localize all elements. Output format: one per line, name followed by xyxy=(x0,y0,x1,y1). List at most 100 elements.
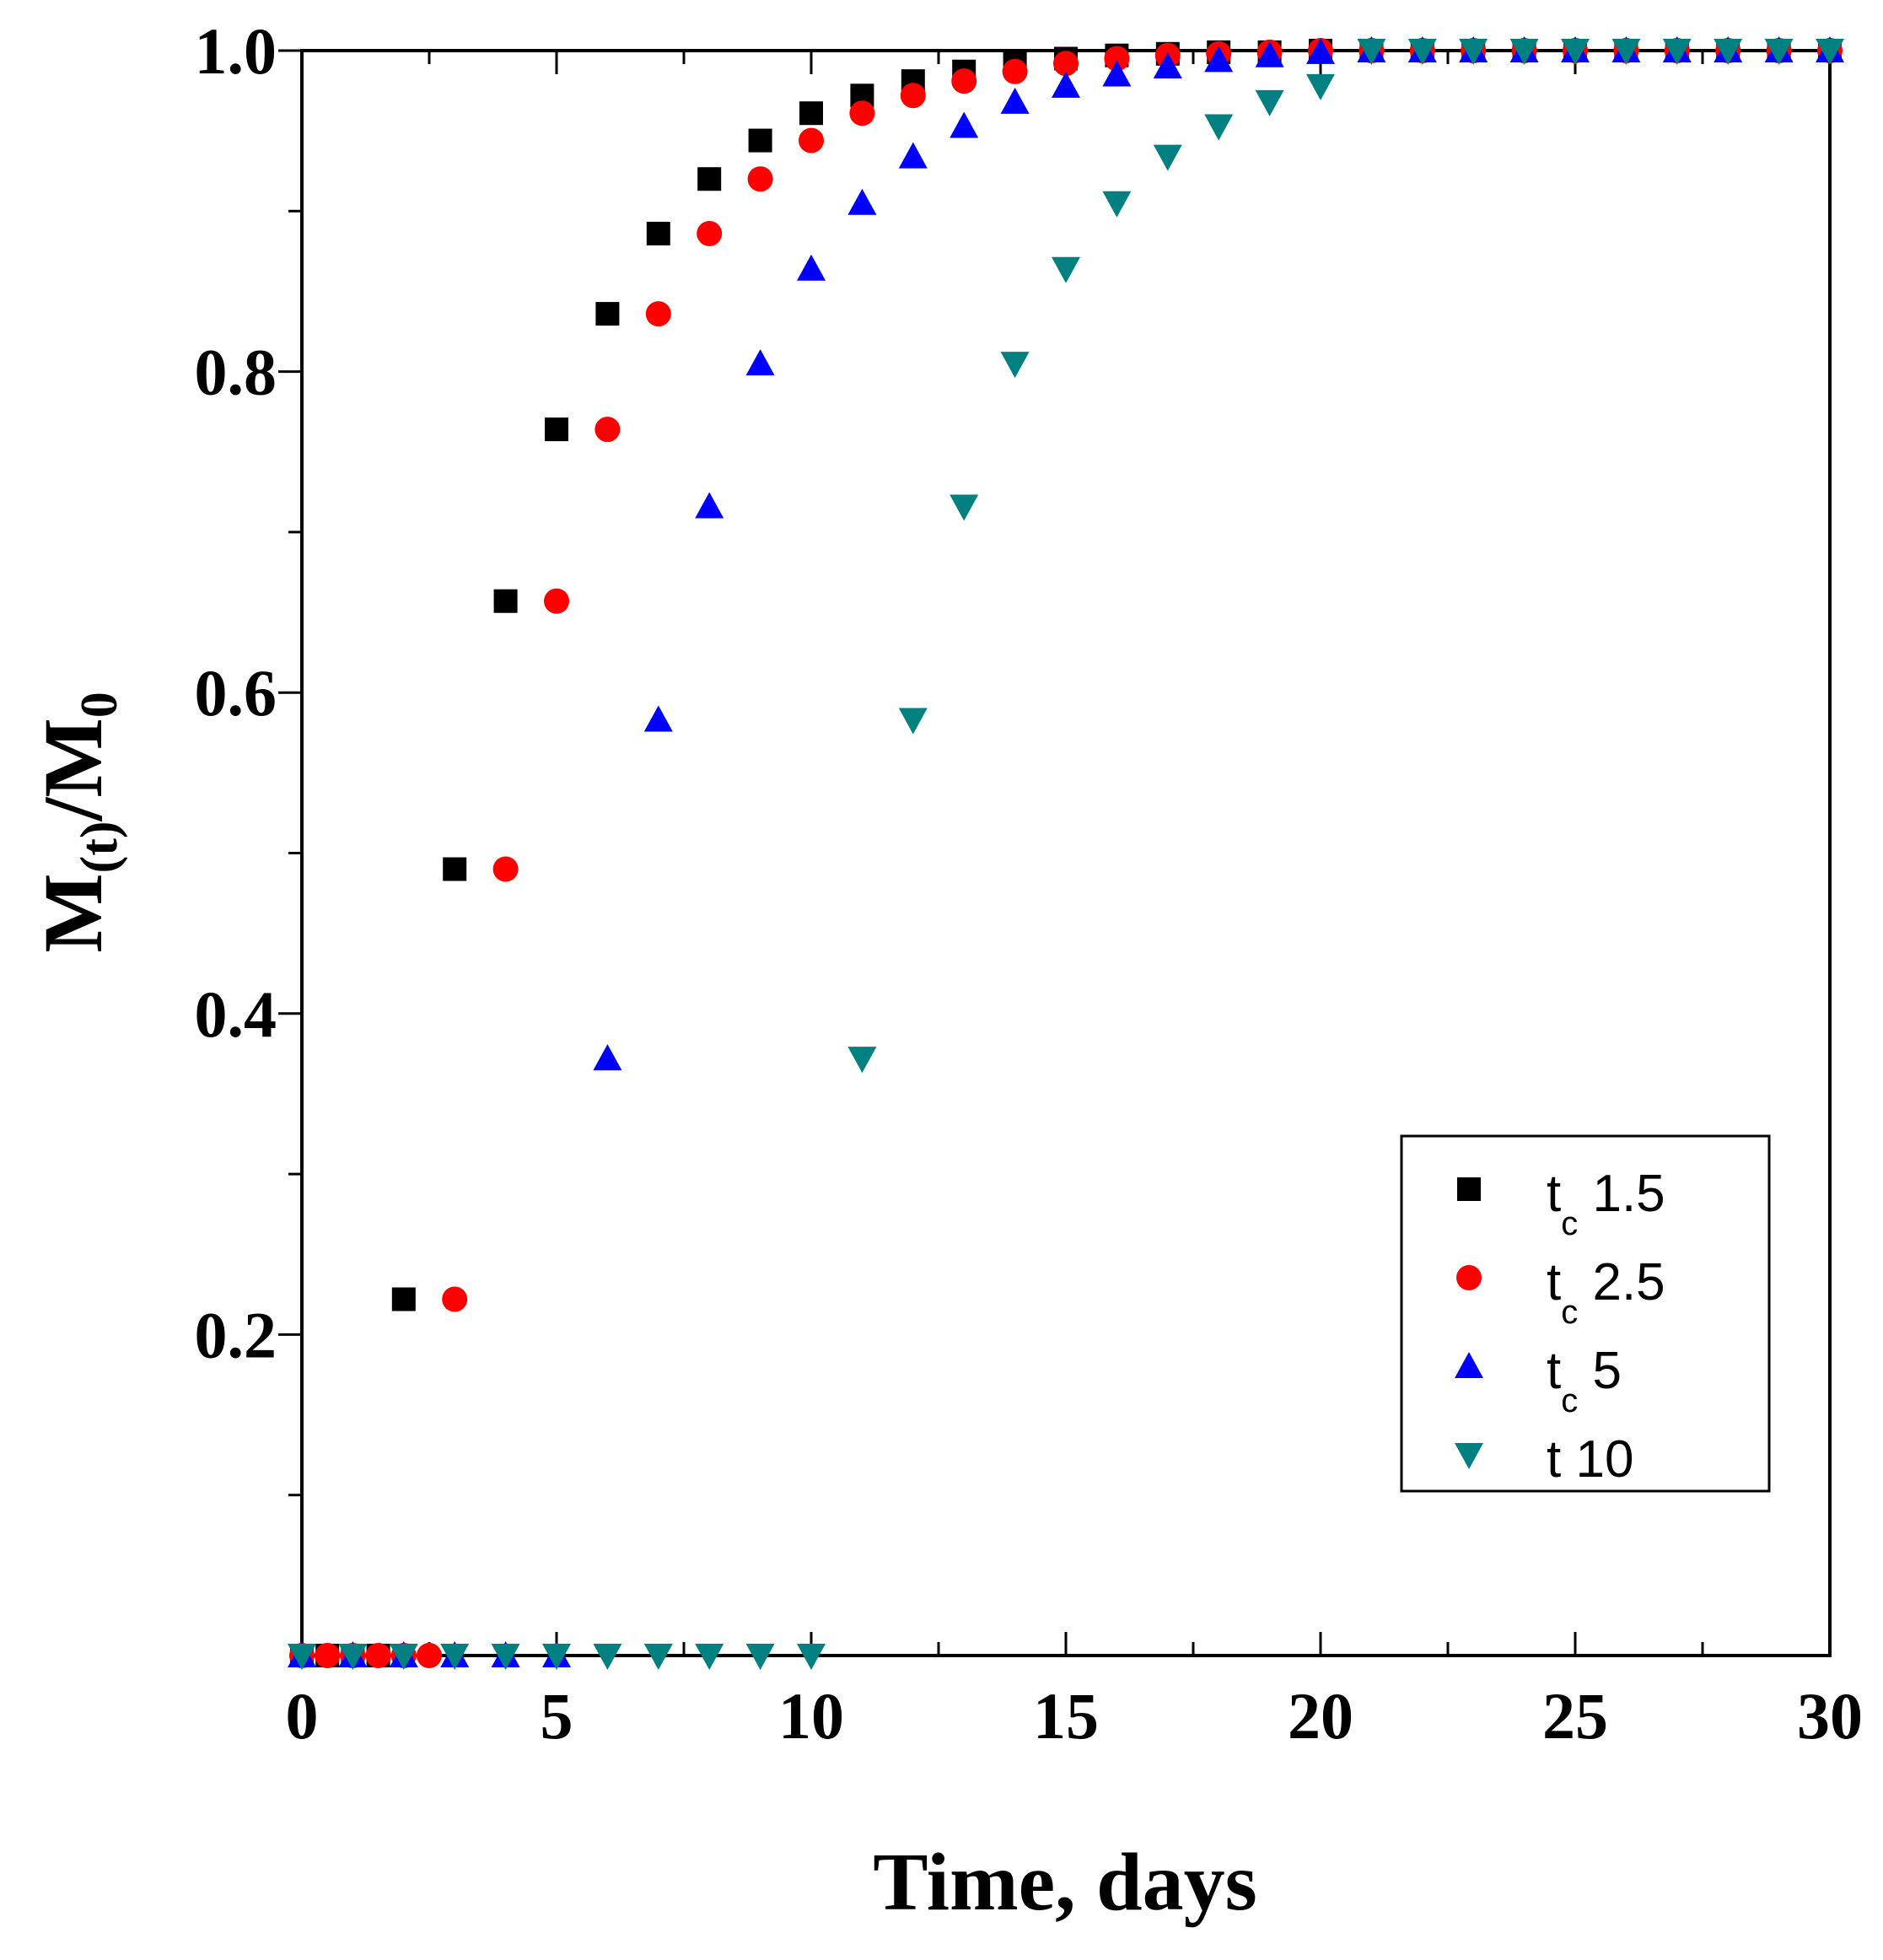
y-axis-title: M(t)/M0 xyxy=(26,692,128,953)
data-point xyxy=(950,494,979,521)
x-tick-label: 30 xyxy=(1797,1679,1863,1753)
x-tick-label: 5 xyxy=(541,1679,573,1753)
y-axis-title-sep: /M xyxy=(26,718,120,821)
data-point xyxy=(491,1644,520,1670)
data-point xyxy=(593,1044,622,1071)
y-tick-label: 0.2 xyxy=(195,1298,277,1371)
legend-entry: tc 1.5 xyxy=(1457,1165,1665,1242)
data-point xyxy=(1204,114,1234,141)
data-point xyxy=(1459,39,1488,65)
data-point xyxy=(645,301,671,327)
y-tick-label: 1.0 xyxy=(195,14,277,88)
x-tick-label: 15 xyxy=(1033,1679,1099,1753)
data-point xyxy=(1052,71,1080,98)
data-point xyxy=(493,589,518,613)
data-point xyxy=(315,1643,341,1668)
data-point xyxy=(389,1644,418,1670)
data-point xyxy=(697,220,723,246)
data-point xyxy=(1204,46,1234,73)
data-point xyxy=(1000,87,1030,114)
data-point xyxy=(417,1643,442,1668)
data-point xyxy=(544,588,569,614)
x-tick-label: 25 xyxy=(1542,1679,1608,1753)
legend-label: tc 1.5 xyxy=(1547,1165,1665,1242)
legend-marker xyxy=(1455,1443,1483,1469)
data-point xyxy=(365,1643,391,1668)
legend-label: tc 5 xyxy=(1547,1342,1622,1419)
y-tick-label: 0.6 xyxy=(195,656,277,730)
data-point xyxy=(898,708,928,735)
data-point xyxy=(1357,39,1386,65)
data-point xyxy=(594,417,621,443)
data-point xyxy=(1002,58,1028,84)
x-axis-title: Time, days xyxy=(873,1837,1257,1928)
data-point xyxy=(1102,60,1132,87)
data-point xyxy=(1306,37,1335,64)
data-point xyxy=(338,1644,368,1670)
legend-label: t 10 xyxy=(1547,1430,1633,1489)
data-point xyxy=(797,1644,826,1670)
data-point xyxy=(1407,39,1437,65)
data-point xyxy=(797,254,826,281)
data-point xyxy=(643,705,673,732)
data-point xyxy=(1153,52,1182,79)
legend-entry: tc 2.5 xyxy=(1456,1253,1665,1331)
legend-marker xyxy=(1456,1265,1482,1290)
x-tick-label: 10 xyxy=(778,1679,844,1753)
data-point xyxy=(1561,39,1590,65)
data-point xyxy=(1255,40,1284,67)
data-point xyxy=(748,128,772,153)
data-points xyxy=(288,36,1844,1670)
data-point xyxy=(1662,39,1692,65)
legend-label: tc 2.5 xyxy=(1547,1253,1665,1331)
y-axis-title-sub2: 0 xyxy=(71,692,128,718)
data-point xyxy=(1816,39,1844,65)
y-tick-label: 0.8 xyxy=(195,336,277,409)
series-4 xyxy=(288,39,1844,1670)
data-point xyxy=(745,349,775,376)
legend-entry: tc 5 xyxy=(1455,1342,1622,1419)
data-point xyxy=(799,101,823,126)
data-point xyxy=(288,1644,316,1670)
data-point xyxy=(695,492,724,519)
data-point xyxy=(1153,144,1182,171)
x-tick-label: 20 xyxy=(1288,1679,1353,1753)
data-point xyxy=(1714,39,1743,65)
data-point xyxy=(950,111,979,138)
data-point xyxy=(1306,73,1335,100)
data-point xyxy=(900,83,926,109)
data-point xyxy=(643,1644,673,1670)
data-point xyxy=(847,1047,877,1074)
data-point xyxy=(443,857,467,881)
data-point xyxy=(695,1644,724,1670)
data-point xyxy=(593,1644,622,1670)
data-point xyxy=(595,302,620,326)
legend-marker xyxy=(1457,1177,1481,1201)
data-point xyxy=(799,127,824,153)
legend-entry: t 10 xyxy=(1455,1430,1633,1489)
data-point xyxy=(492,856,519,882)
data-point xyxy=(1052,256,1080,283)
data-point xyxy=(1000,352,1030,379)
data-point xyxy=(440,1644,470,1670)
legend-marker xyxy=(1455,1352,1483,1378)
data-point xyxy=(1102,191,1132,218)
data-point xyxy=(542,1644,571,1670)
data-point xyxy=(697,167,722,191)
y-axis-title-sub1: (t) xyxy=(71,821,128,873)
data-point xyxy=(391,1287,416,1311)
data-point xyxy=(745,1644,775,1670)
x-tick-label: 0 xyxy=(286,1679,319,1753)
data-point xyxy=(1611,39,1641,65)
legend: tc 1.5 tc 2.5 tc 5 t 10 xyxy=(1400,1134,1771,1493)
data-point xyxy=(747,166,773,192)
data-point xyxy=(849,100,875,127)
data-point xyxy=(898,142,928,169)
data-point xyxy=(1509,39,1539,65)
data-point xyxy=(1255,89,1284,116)
data-point xyxy=(1764,39,1794,65)
data-point xyxy=(1053,51,1079,77)
y-axis-title-main: M xyxy=(26,873,120,952)
data-point xyxy=(951,68,977,94)
